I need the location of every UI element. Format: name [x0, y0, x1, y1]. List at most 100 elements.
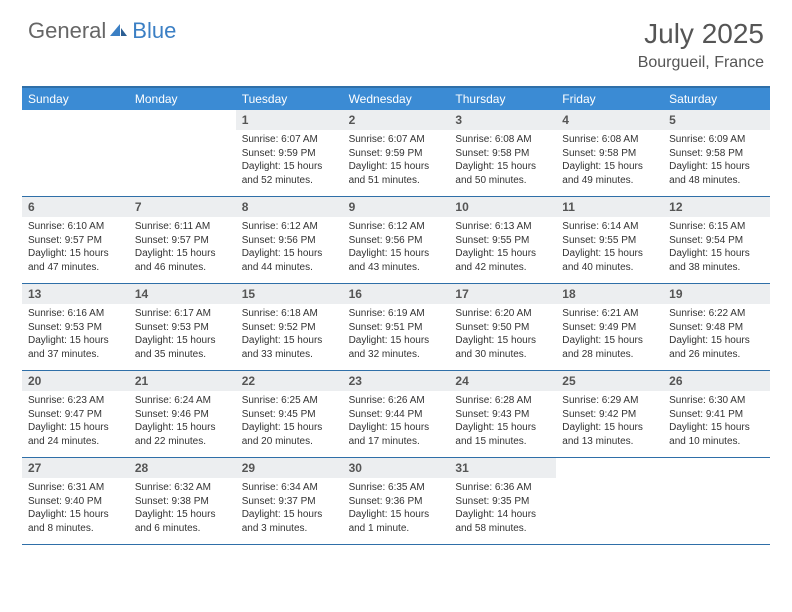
calendar: SundayMondayTuesdayWednesdayThursdayFrid… — [22, 86, 770, 545]
week-row: 27Sunrise: 6:31 AMSunset: 9:40 PMDayligh… — [22, 458, 770, 545]
sunset-line: Sunset: 9:40 PM — [28, 495, 123, 509]
day-number: 25 — [556, 371, 663, 391]
day-cell: . — [129, 110, 236, 196]
daylight-line: Daylight: 15 hours and 20 minutes. — [242, 421, 337, 448]
daylight-line: Daylight: 15 hours and 22 minutes. — [135, 421, 230, 448]
sunrise-line: Sunrise: 6:28 AM — [455, 394, 550, 408]
sunset-line: Sunset: 9:37 PM — [242, 495, 337, 509]
day-number: 22 — [236, 371, 343, 391]
day-cell: 21Sunrise: 6:24 AMSunset: 9:46 PMDayligh… — [129, 371, 236, 457]
day-cell: 19Sunrise: 6:22 AMSunset: 9:48 PMDayligh… — [663, 284, 770, 370]
logo-text-blue: Blue — [132, 18, 176, 44]
day-number: 6 — [22, 197, 129, 217]
day-details: Sunrise: 6:20 AMSunset: 9:50 PMDaylight:… — [449, 304, 556, 365]
daylight-line: Daylight: 15 hours and 40 minutes. — [562, 247, 657, 274]
sunset-line: Sunset: 9:43 PM — [455, 408, 550, 422]
daylight-line: Daylight: 15 hours and 24 minutes. — [28, 421, 123, 448]
day-cell: 16Sunrise: 6:19 AMSunset: 9:51 PMDayligh… — [343, 284, 450, 370]
day-number: 2 — [343, 110, 450, 130]
sunrise-line: Sunrise: 6:25 AM — [242, 394, 337, 408]
sunrise-line: Sunrise: 6:36 AM — [455, 481, 550, 495]
day-cell: 20Sunrise: 6:23 AMSunset: 9:47 PMDayligh… — [22, 371, 129, 457]
page-title: July 2025 — [638, 18, 764, 50]
daylight-line: Daylight: 15 hours and 42 minutes. — [455, 247, 550, 274]
sunrise-line: Sunrise: 6:19 AM — [349, 307, 444, 321]
day-cell: 9Sunrise: 6:12 AMSunset: 9:56 PMDaylight… — [343, 197, 450, 283]
week-row: ..1Sunrise: 6:07 AMSunset: 9:59 PMDaylig… — [22, 110, 770, 197]
sunrise-line: Sunrise: 6:30 AM — [669, 394, 764, 408]
sunrise-line: Sunrise: 6:18 AM — [242, 307, 337, 321]
dow-header-row: SundayMondayTuesdayWednesdayThursdayFrid… — [22, 88, 770, 110]
day-cell: 6Sunrise: 6:10 AMSunset: 9:57 PMDaylight… — [22, 197, 129, 283]
day-cell: 31Sunrise: 6:36 AMSunset: 9:35 PMDayligh… — [449, 458, 556, 544]
day-details: Sunrise: 6:11 AMSunset: 9:57 PMDaylight:… — [129, 217, 236, 278]
sunrise-line: Sunrise: 6:07 AM — [349, 133, 444, 147]
sunset-line: Sunset: 9:59 PM — [349, 147, 444, 161]
sunset-line: Sunset: 9:35 PM — [455, 495, 550, 509]
day-number: 7 — [129, 197, 236, 217]
day-cell: 12Sunrise: 6:15 AMSunset: 9:54 PMDayligh… — [663, 197, 770, 283]
day-number: 11 — [556, 197, 663, 217]
day-number: 28 — [129, 458, 236, 478]
week-row: 6Sunrise: 6:10 AMSunset: 9:57 PMDaylight… — [22, 197, 770, 284]
sunset-line: Sunset: 9:51 PM — [349, 321, 444, 335]
sunset-line: Sunset: 9:48 PM — [669, 321, 764, 335]
day-number: 14 — [129, 284, 236, 304]
day-cell: 18Sunrise: 6:21 AMSunset: 9:49 PMDayligh… — [556, 284, 663, 370]
sunrise-line: Sunrise: 6:29 AM — [562, 394, 657, 408]
day-details: Sunrise: 6:12 AMSunset: 9:56 PMDaylight:… — [343, 217, 450, 278]
sunset-line: Sunset: 9:58 PM — [669, 147, 764, 161]
day-number: 9 — [343, 197, 450, 217]
day-cell: 23Sunrise: 6:26 AMSunset: 9:44 PMDayligh… — [343, 371, 450, 457]
sunrise-line: Sunrise: 6:11 AM — [135, 220, 230, 234]
daylight-line: Daylight: 15 hours and 47 minutes. — [28, 247, 123, 274]
day-number: 4 — [556, 110, 663, 130]
sunrise-line: Sunrise: 6:08 AM — [562, 133, 657, 147]
sunset-line: Sunset: 9:57 PM — [28, 234, 123, 248]
sunrise-line: Sunrise: 6:07 AM — [242, 133, 337, 147]
day-cell: 27Sunrise: 6:31 AMSunset: 9:40 PMDayligh… — [22, 458, 129, 544]
sunrise-line: Sunrise: 6:14 AM — [562, 220, 657, 234]
day-number: 30 — [343, 458, 450, 478]
day-cell: 17Sunrise: 6:20 AMSunset: 9:50 PMDayligh… — [449, 284, 556, 370]
day-details: Sunrise: 6:14 AMSunset: 9:55 PMDaylight:… — [556, 217, 663, 278]
day-cell: 4Sunrise: 6:08 AMSunset: 9:58 PMDaylight… — [556, 110, 663, 196]
day-details: Sunrise: 6:07 AMSunset: 9:59 PMDaylight:… — [236, 130, 343, 191]
day-details: Sunrise: 6:31 AMSunset: 9:40 PMDaylight:… — [22, 478, 129, 539]
day-cell: 30Sunrise: 6:35 AMSunset: 9:36 PMDayligh… — [343, 458, 450, 544]
sunset-line: Sunset: 9:59 PM — [242, 147, 337, 161]
sunrise-line: Sunrise: 6:26 AM — [349, 394, 444, 408]
sunset-line: Sunset: 9:55 PM — [455, 234, 550, 248]
sunset-line: Sunset: 9:55 PM — [562, 234, 657, 248]
day-details: Sunrise: 6:22 AMSunset: 9:48 PMDaylight:… — [663, 304, 770, 365]
sunset-line: Sunset: 9:47 PM — [28, 408, 123, 422]
daylight-line: Daylight: 15 hours and 49 minutes. — [562, 160, 657, 187]
day-cell: 8Sunrise: 6:12 AMSunset: 9:56 PMDaylight… — [236, 197, 343, 283]
sunrise-line: Sunrise: 6:21 AM — [562, 307, 657, 321]
sunrise-line: Sunrise: 6:09 AM — [669, 133, 764, 147]
day-number: 5 — [663, 110, 770, 130]
daylight-line: Daylight: 15 hours and 51 minutes. — [349, 160, 444, 187]
daylight-line: Daylight: 15 hours and 43 minutes. — [349, 247, 444, 274]
day-number: 23 — [343, 371, 450, 391]
sunset-line: Sunset: 9:52 PM — [242, 321, 337, 335]
sunrise-line: Sunrise: 6:22 AM — [669, 307, 764, 321]
daylight-line: Daylight: 15 hours and 37 minutes. — [28, 334, 123, 361]
day-cell: . — [556, 458, 663, 544]
sunset-line: Sunset: 9:49 PM — [562, 321, 657, 335]
daylight-line: Daylight: 15 hours and 44 minutes. — [242, 247, 337, 274]
day-number: 24 — [449, 371, 556, 391]
daylight-line: Daylight: 15 hours and 28 minutes. — [562, 334, 657, 361]
daylight-line: Daylight: 15 hours and 46 minutes. — [135, 247, 230, 274]
week-row: 20Sunrise: 6:23 AMSunset: 9:47 PMDayligh… — [22, 371, 770, 458]
sunset-line: Sunset: 9:41 PM — [669, 408, 764, 422]
daylight-line: Daylight: 15 hours and 6 minutes. — [135, 508, 230, 535]
sunset-line: Sunset: 9:46 PM — [135, 408, 230, 422]
day-cell: 3Sunrise: 6:08 AMSunset: 9:58 PMDaylight… — [449, 110, 556, 196]
daylight-line: Daylight: 15 hours and 33 minutes. — [242, 334, 337, 361]
daylight-line: Daylight: 15 hours and 35 minutes. — [135, 334, 230, 361]
day-details: Sunrise: 6:19 AMSunset: 9:51 PMDaylight:… — [343, 304, 450, 365]
daylight-line: Daylight: 15 hours and 38 minutes. — [669, 247, 764, 274]
dow-header: Thursday — [449, 88, 556, 110]
day-cell: 1Sunrise: 6:07 AMSunset: 9:59 PMDaylight… — [236, 110, 343, 196]
